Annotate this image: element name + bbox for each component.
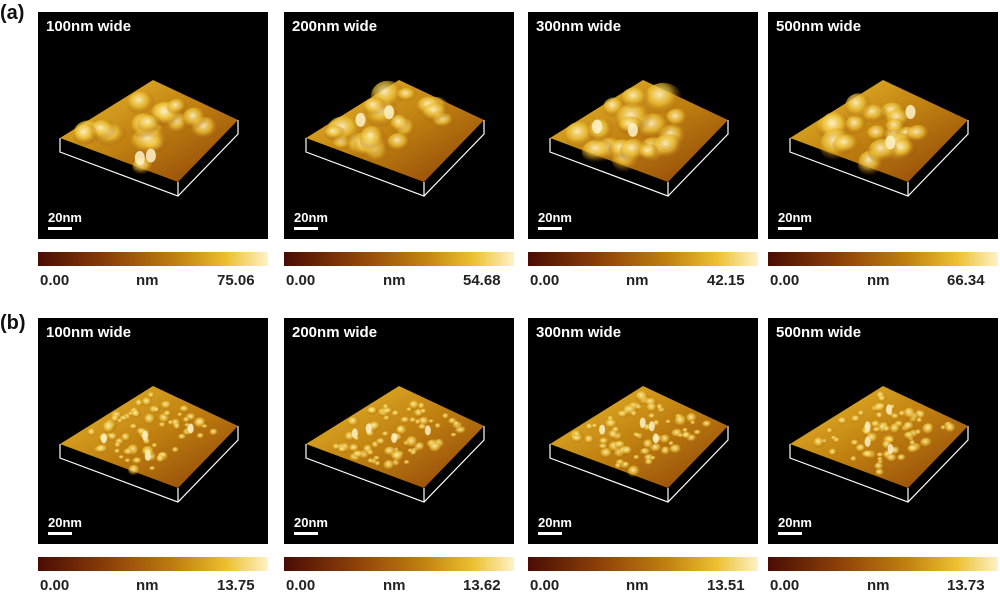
panel-title: 500nm wide	[776, 324, 862, 341]
afm-panel-b-1: 100nm wide 20nm	[38, 318, 268, 544]
color-scale-unit: nm	[383, 577, 406, 594]
afm-panel-b-4: 500nm wide 20nm	[768, 318, 998, 544]
afm-panel-a-3: 300nm wide 20nm	[528, 12, 758, 239]
afm-panel-b-2: 200nm wide 20nm	[284, 318, 514, 544]
color-scale-bar	[768, 557, 998, 571]
afm-surface-image	[59, 386, 239, 503]
color-scale-max: 13.62	[463, 577, 501, 594]
color-scale-max: 54.68	[463, 272, 501, 289]
afm-surface-image	[789, 386, 969, 503]
color-scale-bar	[528, 557, 758, 571]
panel-title: 500nm wide	[776, 18, 862, 35]
color-scale-bar	[284, 557, 514, 571]
panel-title: 200nm wide	[292, 18, 378, 35]
row-label-b: (b)	[0, 312, 26, 334]
color-scale-max: 13.75	[217, 577, 255, 594]
color-scale-max: 66.34	[947, 272, 985, 289]
afm-surface-image	[789, 80, 969, 197]
color-scale-unit: nm	[136, 272, 159, 289]
afm-surface-image	[549, 386, 729, 503]
color-scale-max: 13.73	[947, 577, 985, 594]
panel-title: 100nm wide	[46, 18, 132, 35]
color-scale-min: 0.00	[770, 272, 800, 289]
color-scale-max: 42.15	[707, 272, 745, 289]
color-scale-min: 0.00	[40, 577, 70, 594]
color-scale-unit: nm	[626, 272, 649, 289]
color-scale-bar	[38, 557, 268, 571]
panel-title: 200nm wide	[292, 324, 378, 341]
color-scale-unit: nm	[867, 272, 890, 289]
color-scale-min: 0.00	[286, 577, 316, 594]
afm-surface-image	[305, 386, 485, 503]
panel-title: 300nm wide	[536, 18, 622, 35]
afm-panel-a-4: 500nm wide 20nm	[768, 12, 998, 239]
afm-panel-a-1: 100nm wide 20nm	[38, 12, 268, 239]
color-scale-bar	[768, 252, 998, 266]
color-scale-bar	[38, 252, 268, 266]
color-scale-max: 75.06	[217, 272, 255, 289]
afm-surface-image	[305, 80, 485, 197]
color-scale-unit: nm	[626, 577, 649, 594]
color-scale-bar	[284, 252, 514, 266]
afm-surface-image	[549, 80, 729, 197]
color-scale-bar	[528, 252, 758, 266]
color-scale-unit: nm	[136, 577, 159, 594]
row-label-a: (a)	[0, 2, 25, 24]
color-scale-min: 0.00	[770, 577, 800, 594]
color-scale-min: 0.00	[40, 272, 70, 289]
color-scale-max: 13.51	[707, 577, 745, 594]
afm-panel-a-2: 200nm wide 20nm	[284, 12, 514, 239]
panel-title: 100nm wide	[46, 324, 132, 341]
color-scale-min: 0.00	[530, 272, 560, 289]
color-scale-min: 0.00	[286, 272, 316, 289]
color-scale-unit: nm	[867, 577, 890, 594]
color-scale-unit: nm	[383, 272, 406, 289]
afm-panel-b-3: 300nm wide 20nm	[528, 318, 758, 544]
afm-surface-image	[59, 80, 239, 197]
color-scale-min: 0.00	[530, 577, 560, 594]
panel-title: 300nm wide	[536, 324, 622, 341]
